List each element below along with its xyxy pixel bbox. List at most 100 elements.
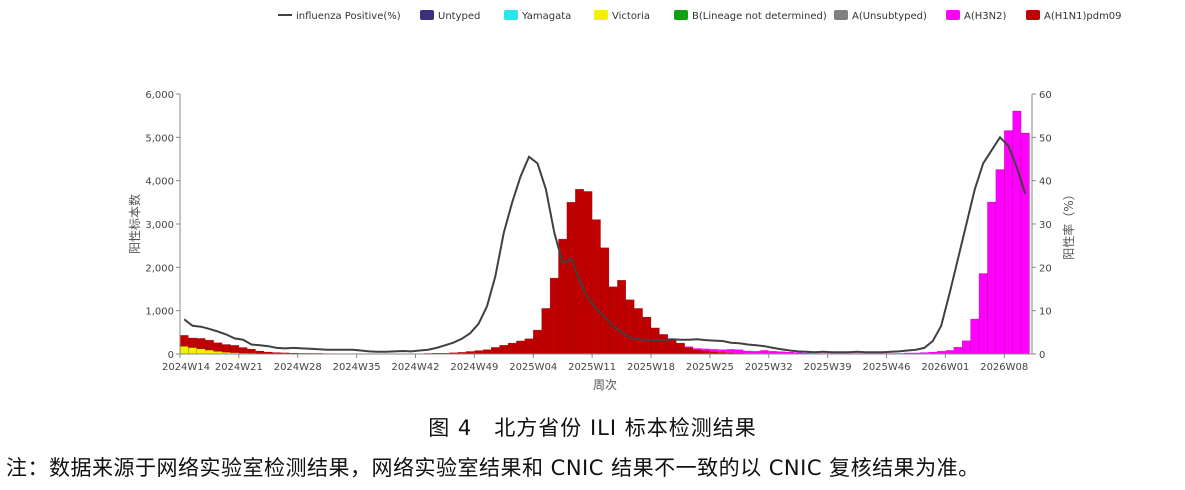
x-tick-label: 2024W49 bbox=[450, 362, 498, 373]
h3n2-bar bbox=[735, 349, 744, 354]
y2-axis-label: 阳性率（%） bbox=[1061, 188, 1076, 259]
y-tick-label: 2,000 bbox=[145, 263, 174, 274]
h1n1-bar bbox=[642, 316, 652, 355]
h1n1-bar bbox=[255, 350, 265, 354]
y2-tick-label: 10 bbox=[1039, 307, 1052, 318]
h3n2-bar bbox=[718, 349, 727, 353]
legend-label: Yamagata bbox=[521, 11, 571, 22]
legend-label: A(H1N1)pdm09 bbox=[1044, 11, 1122, 22]
victoria-bar bbox=[188, 347, 198, 355]
h3n2-bar bbox=[970, 318, 980, 354]
positive-rate-line bbox=[183, 135, 1027, 354]
h1n1-bar bbox=[617, 280, 626, 355]
victoria-bar bbox=[179, 346, 189, 355]
x-tick-label: 2025W11 bbox=[568, 362, 616, 373]
legend-label: Untyped bbox=[438, 11, 480, 22]
h1n1-bar bbox=[533, 329, 542, 355]
h1n1-bar bbox=[272, 352, 281, 354]
h3n2-bar bbox=[911, 352, 921, 354]
h1n1-bar bbox=[465, 351, 475, 354]
h1n1-bar bbox=[482, 349, 492, 354]
legend-box-swatch bbox=[946, 10, 960, 20]
h1n1-bar bbox=[709, 351, 719, 354]
legend-box-swatch bbox=[504, 10, 518, 20]
h1n1-bar bbox=[600, 247, 610, 355]
h1n1-bar bbox=[566, 202, 576, 355]
h3n2-bar bbox=[726, 349, 736, 353]
x-tick-label: 2024W14 bbox=[162, 362, 210, 373]
h1n1-bar bbox=[507, 342, 517, 355]
x-axis-label: 周次 bbox=[593, 378, 617, 392]
h3n2-bar bbox=[701, 348, 710, 351]
h3n2-bar bbox=[693, 348, 702, 350]
h1n1-bar bbox=[213, 342, 223, 352]
h1n1-bar bbox=[726, 352, 736, 354]
h1n1-bar bbox=[238, 347, 248, 354]
h3n2-bar bbox=[945, 350, 954, 354]
chart-axes: 0 1,000 2,000 3,000 4,000 5,000 6,000 0 10 20 30 40… bbox=[145, 90, 1051, 373]
h3n2-bar bbox=[751, 351, 761, 354]
h3n2-bar bbox=[802, 352, 811, 354]
h1n1-bar bbox=[432, 353, 441, 354]
legend-label: A(H3N2) bbox=[964, 11, 1006, 22]
h1n1-bar bbox=[457, 352, 466, 354]
h3n2-bar bbox=[1004, 130, 1013, 354]
x-tick-label: 2025W39 bbox=[804, 362, 852, 373]
legend-box-swatch bbox=[674, 10, 688, 20]
victoria-bar bbox=[196, 348, 206, 355]
h1n1-bar bbox=[449, 352, 458, 354]
y2-tick-label: 20 bbox=[1039, 263, 1052, 274]
x-tick-label: 2024W28 bbox=[274, 362, 322, 373]
legend-item: Victoria bbox=[594, 10, 650, 22]
victoria-bar bbox=[222, 352, 231, 354]
legend-label: influenza Positive(%) bbox=[296, 11, 401, 22]
h3n2-bar bbox=[936, 351, 946, 354]
y2-tick-label: 60 bbox=[1039, 90, 1052, 101]
h3n2-bar bbox=[1020, 132, 1030, 355]
h3n2-bar bbox=[1012, 110, 1022, 354]
x-tick-label: 2026W08 bbox=[980, 362, 1028, 373]
legend-item: A(H3N2) bbox=[946, 10, 1006, 22]
positive-rate-line-group bbox=[183, 135, 1027, 354]
figure-caption: 图 4 北方省份 ILI 标本检测结果 bbox=[428, 416, 757, 440]
y-tick-label: 1,000 bbox=[145, 307, 174, 318]
y2-tick-label: 40 bbox=[1039, 177, 1052, 188]
x-tick-label: 2025W46 bbox=[862, 362, 910, 373]
legend-item: A(Unsubtyped) bbox=[834, 10, 927, 22]
y2-tick-label: 50 bbox=[1039, 133, 1052, 144]
victoria-bar bbox=[213, 351, 223, 354]
x-tick-label: 2025W32 bbox=[745, 362, 793, 373]
h3n2-bar bbox=[709, 349, 719, 352]
y-tick-label: 3,000 bbox=[145, 220, 174, 231]
h1n1-bar bbox=[684, 347, 694, 355]
h1n1-bar bbox=[264, 351, 273, 354]
legend-item: influenza Positive(%) bbox=[278, 11, 401, 22]
y2-tick-label: 0 bbox=[1039, 350, 1045, 361]
h1n1-bar bbox=[676, 342, 685, 355]
h1n1-bar bbox=[499, 345, 509, 355]
legend-item: Untyped bbox=[420, 10, 480, 22]
h1n1-bar bbox=[524, 338, 534, 355]
chart-legend: influenza Positive(%) Untyped Yamagata Vict… bbox=[278, 10, 1122, 22]
x-tick-label: 2026W01 bbox=[921, 362, 969, 373]
h1n1-bar bbox=[659, 334, 669, 355]
h3n2-bar bbox=[793, 352, 803, 354]
h1n1-bar bbox=[289, 352, 298, 354]
h3n2-bar bbox=[928, 351, 937, 354]
y-tick-label: 0 bbox=[168, 350, 174, 361]
h3n2-bar bbox=[785, 351, 794, 354]
h1n1-bar bbox=[549, 277, 559, 355]
h3n2-bar bbox=[987, 201, 997, 354]
x-tick-label: 2024W21 bbox=[215, 362, 263, 373]
chart-bars bbox=[179, 110, 1030, 355]
h1n1-bar bbox=[230, 345, 240, 353]
h1n1-bar bbox=[205, 339, 214, 351]
y2-tick-label: 30 bbox=[1039, 220, 1052, 231]
legend-label: B(Lineage not determined) bbox=[692, 11, 827, 22]
h3n2-bar bbox=[777, 351, 786, 354]
y-tick-label: 6,000 bbox=[145, 90, 174, 101]
h1n1-bar bbox=[735, 353, 744, 354]
h1n1-bar bbox=[280, 352, 290, 354]
h1n1-bar bbox=[667, 338, 677, 355]
influenza-chart: influenza Positive(%) Untyped Yamagata Vict… bbox=[127, 10, 1122, 392]
